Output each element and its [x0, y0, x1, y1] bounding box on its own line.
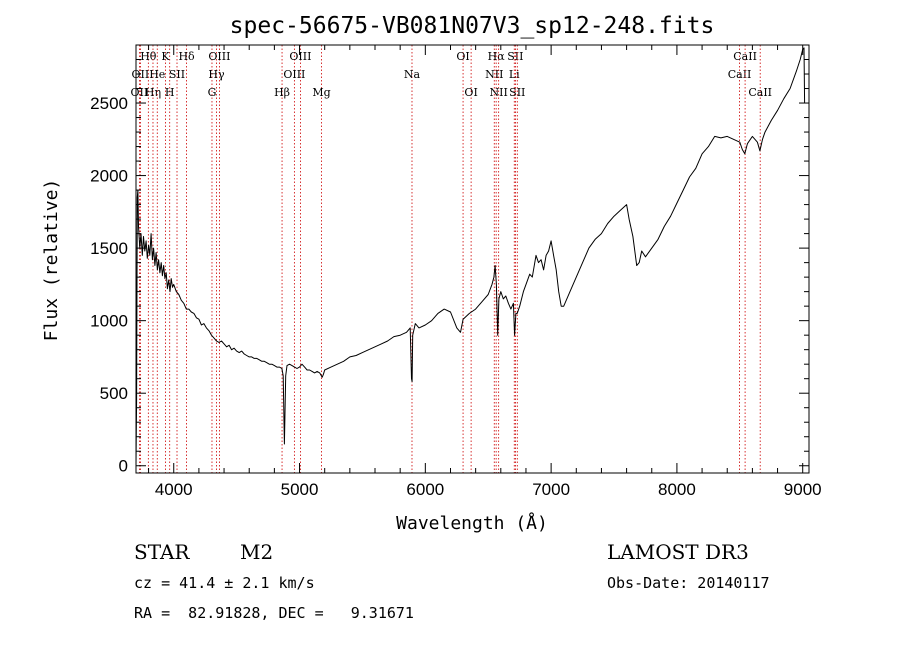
- y-axis-label: Flux (relative): [41, 179, 62, 342]
- line-label-18: OI: [464, 86, 477, 99]
- line-label-5: K: [161, 50, 170, 63]
- x-tick-label: 4000: [155, 480, 193, 499]
- observation-date: Obs-Date: 20140117: [607, 574, 770, 592]
- line-label-24: SII: [509, 86, 525, 99]
- y-axis-ticks: 0 500 1000 1500 2000 2500: [90, 59, 809, 476]
- survey-name: LAMOST DR3: [607, 540, 749, 564]
- line-label-8: Hδ: [178, 50, 195, 63]
- line-label-6: H: [165, 86, 175, 99]
- x-tick-label: 9000: [784, 480, 822, 499]
- line-label-17: OI: [456, 50, 469, 63]
- y-tick-label: 500: [100, 384, 128, 403]
- line-label-21: NII: [490, 86, 508, 99]
- line-label-4: He: [149, 68, 165, 81]
- series-line-0: [135, 47, 806, 466]
- object-class: STAR: [134, 540, 190, 564]
- line-label-20: Hα: [488, 50, 506, 63]
- x-tick-label: 6000: [406, 480, 444, 499]
- line-label-14: OIII: [289, 50, 311, 63]
- x-axis-label: Wavelength (Å): [396, 512, 548, 534]
- series-layer: [135, 47, 806, 466]
- x-tick-label: 7000: [532, 480, 570, 499]
- line-label-26: CaII: [733, 50, 757, 63]
- line-label-22: Li: [509, 68, 520, 81]
- object-subclass: M2: [240, 540, 274, 564]
- y-tick-label: 0: [119, 457, 128, 476]
- y-tick-label: 1000: [90, 312, 128, 331]
- line-label-7: SII: [169, 68, 185, 81]
- spectral-line-markers: OIIOIIHθHηHeKHSIIHδGHγOIIIHβOIIIOIIIMgNa…: [131, 45, 772, 473]
- line-label-25: CaII: [728, 68, 752, 81]
- line-label-10: Hγ: [208, 68, 225, 81]
- y-tick-label: 1500: [90, 239, 128, 258]
- plot-frame: [135, 44, 810, 474]
- line-label-12: Hβ: [274, 86, 290, 99]
- x-tick-label: 5000: [281, 480, 319, 499]
- line-label-9: G: [208, 86, 217, 99]
- line-label-23: SII: [507, 50, 523, 63]
- line-label-15: Mg: [312, 86, 330, 99]
- line-label-27: CaII: [748, 86, 772, 99]
- redshift-velocity: cz = 41.4 ± 2.1 km/s: [134, 574, 315, 592]
- line-label-13: OIII: [283, 68, 305, 81]
- line-label-0: OII: [131, 86, 149, 99]
- line-label-19: NII: [485, 68, 503, 81]
- y-tick-label: 2000: [90, 167, 128, 186]
- coordinates: RA = 82.91828, DEC = 9.31671: [134, 604, 414, 622]
- line-label-16: Na: [404, 68, 421, 81]
- chart-title: spec-56675-VB081N07V3_sp12-248.fits: [230, 13, 715, 39]
- x-axis-ticks: 4000 5000 6000 7000 8000 9000: [148, 45, 822, 499]
- line-label-11: OIII: [208, 50, 230, 63]
- y-tick-label: 2500: [90, 94, 128, 113]
- x-tick-label: 8000: [658, 480, 696, 499]
- line-label-3: Hη: [145, 86, 161, 99]
- line-label-2: Hθ: [140, 50, 157, 63]
